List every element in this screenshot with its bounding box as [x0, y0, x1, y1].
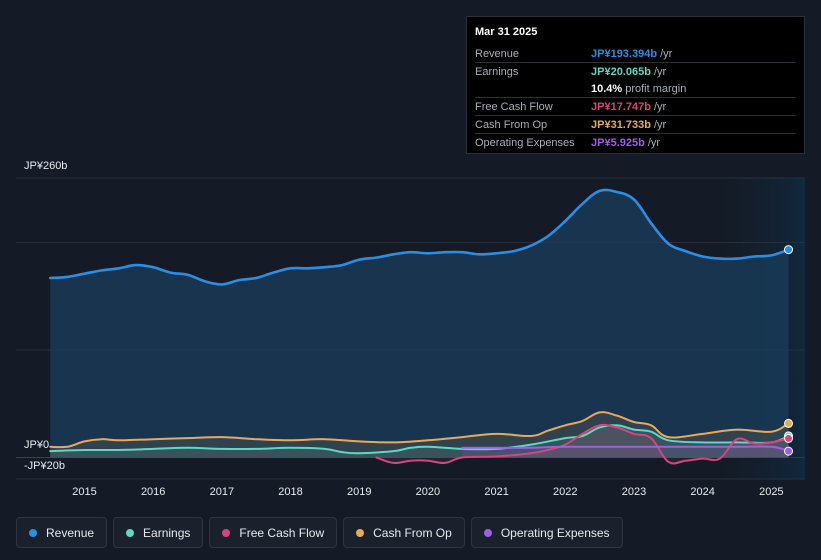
operating-expenses-area-fill: [462, 446, 789, 458]
cash-from-op-line: [49, 411, 790, 449]
tooltip-label: Cash From Op: [475, 118, 548, 131]
tooltip-label: Revenue: [475, 47, 520, 60]
tooltip-row-fcf: Free Cash Flow JP¥17.747b /yr: [475, 97, 796, 115]
x-tick-label: 2018: [278, 486, 302, 498]
tooltip-value: JP¥193.394b: [591, 47, 658, 60]
tooltip-row-revenue: Revenue JP¥193.394b /yr: [475, 45, 796, 62]
legend-item-operating-expenses[interactable]: Operating Expenses: [470, 517, 623, 548]
legend-label: Operating Expenses: [500, 525, 610, 540]
legend-item-cash-from-op[interactable]: Cash From Op: [343, 517, 465, 548]
x-tick-label: 2022: [553, 486, 577, 498]
revenue-area: [50, 189, 789, 464]
x-tick-label: 2020: [416, 486, 440, 498]
tooltip-value: JP¥31.733b: [591, 118, 651, 131]
series-end-markers: [784, 245, 793, 456]
tooltip-unit: /yr: [653, 100, 667, 113]
tooltip-date: Mar 31 2025: [475, 26, 538, 38]
x-tick-label: 2019: [347, 486, 371, 498]
revenue-end-marker: [784, 245, 793, 255]
tooltip-value: JP¥5.925b: [591, 136, 645, 149]
legend-item-earnings[interactable]: Earnings: [113, 517, 204, 548]
revenue-line: [48, 188, 790, 286]
tooltip-row-opex: Operating Expenses JP¥5.925b /yr: [475, 133, 796, 151]
earnings-line: [49, 424, 790, 455]
x-tick-label: 2025: [759, 486, 783, 498]
free-cash-flow-end-marker: [784, 433, 793, 443]
legend-label: Cash From Op: [373, 525, 452, 540]
legend-dot-icon: [29, 528, 37, 537]
series-lines: [48, 188, 790, 465]
y-label-zero: JP¥0: [24, 439, 50, 451]
tooltip-label: Operating Expenses: [475, 136, 575, 149]
x-axis-ticks: 2015 2016 2017 2018 2019 2020 2021 2022 2023 2024…: [72, 486, 783, 498]
y-label-bottom: -JP¥20b: [24, 460, 65, 472]
legend-item-free-cash-flow[interactable]: Free Cash Flow: [209, 517, 338, 548]
operating-expenses-line: [461, 445, 790, 453]
legend-item-revenue[interactable]: Revenue: [16, 517, 108, 548]
tooltip-row-cfo: Cash From Op JP¥31.733b /yr: [475, 115, 796, 133]
legend-label: Earnings: [143, 525, 191, 540]
free-cash-flow-area-fill: [376, 424, 789, 464]
legend-label: Free Cash Flow: [239, 525, 325, 540]
x-tick-label: 2024: [690, 486, 714, 498]
legend-label: Revenue: [46, 525, 95, 540]
tooltip-value: JP¥20.065b: [591, 65, 651, 78]
tooltip-label: Earnings: [475, 65, 519, 78]
tooltip-value: JP¥17.747b: [591, 100, 651, 113]
x-tick-label: 2021: [484, 486, 508, 498]
tooltip-unit: profit margin: [625, 82, 687, 95]
tooltip-unit: /yr: [653, 65, 667, 78]
legend-dot-icon: [126, 528, 135, 537]
free-cash-flow-line: [375, 423, 790, 465]
legend-dot-icon: [483, 528, 492, 537]
y-label-top: JP¥260b: [24, 160, 68, 172]
x-tick-label: 2015: [72, 486, 96, 498]
operating-expenses-end-marker: [784, 446, 793, 456]
tooltip-unit: /yr: [660, 47, 673, 60]
cash-from-op-end-marker: [784, 418, 793, 428]
legend-dot-icon: [356, 528, 365, 537]
revenue-area-fill: [50, 189, 789, 458]
x-tick-label: 2023: [622, 486, 646, 498]
tooltip-unit: /yr: [653, 118, 667, 131]
legend-dot-icon: [222, 528, 231, 537]
tooltip-label: Free Cash Flow: [475, 100, 553, 113]
x-tick-label: 2017: [210, 486, 234, 498]
x-tick-label: 2016: [141, 486, 165, 498]
tooltip-unit: /yr: [647, 136, 661, 149]
legend: Revenue Earnings Free Cash Flow Cash Fro…: [16, 517, 623, 548]
data-tooltip: Mar 31 2025 Revenue JP¥193.394b /yr Earn…: [466, 16, 805, 154]
tooltip-row-earnings: Earnings JP¥20.065b /yr: [475, 62, 796, 80]
tooltip-value: 10.4%: [591, 82, 623, 95]
tooltip-row-margin: 10.4% profit margin: [475, 80, 796, 97]
